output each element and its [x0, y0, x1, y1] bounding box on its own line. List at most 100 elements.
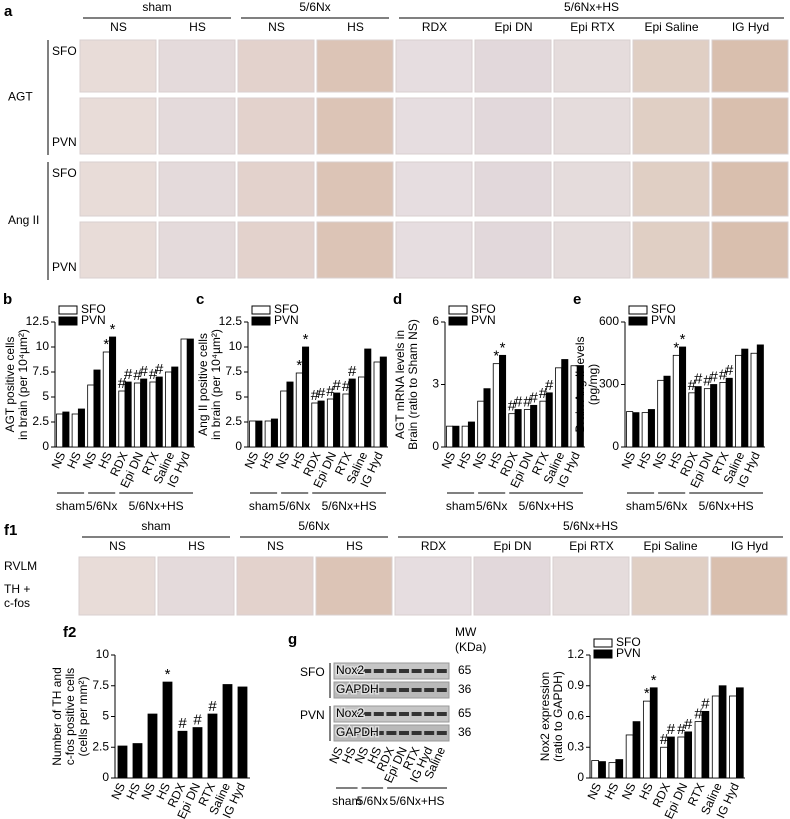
x-tick-label: HS — [636, 781, 656, 802]
bar — [71, 413, 79, 448]
group-label: 5/6Nx+HS — [519, 499, 574, 513]
band — [386, 669, 397, 673]
x-tick-label: HS — [288, 450, 308, 471]
band — [436, 669, 447, 673]
group-label: 5/6Nx — [279, 499, 310, 513]
bar — [703, 388, 711, 448]
stain-label: AGT — [8, 90, 33, 104]
mw-label: (KDa) — [455, 640, 486, 654]
significance-marker: * — [103, 336, 109, 353]
bar — [326, 398, 334, 448]
bar — [608, 762, 617, 779]
group-label: 5/6Nx+HS — [129, 499, 184, 513]
bar — [467, 421, 475, 448]
significance-marker: * — [110, 321, 116, 338]
band — [386, 731, 397, 735]
micrograph — [711, 97, 789, 155]
micrograph — [158, 161, 236, 217]
bar — [109, 336, 117, 448]
band — [436, 731, 447, 735]
significance-marker: # — [326, 383, 335, 400]
y-axis-label: (pg/mg) — [586, 364, 600, 405]
micrograph — [474, 39, 552, 93]
group-label: sham — [332, 794, 361, 808]
bar — [358, 376, 366, 448]
band — [399, 712, 409, 716]
group-label: 5/6Nx — [476, 499, 507, 513]
column-label: HS — [189, 20, 206, 34]
band — [348, 669, 359, 673]
bar — [632, 412, 640, 448]
significance-marker: # — [342, 378, 351, 395]
bar — [149, 381, 157, 448]
bar — [626, 411, 634, 448]
region-label: SFO — [52, 166, 77, 180]
x-tick-label: HS — [454, 450, 474, 471]
band — [348, 688, 359, 692]
column-label: IG Hyd — [732, 20, 769, 34]
micrograph — [316, 221, 394, 279]
band — [399, 669, 409, 673]
bar — [237, 686, 248, 779]
band-label: GAPDH — [336, 725, 379, 739]
bar — [539, 400, 547, 448]
group-label: sham — [446, 499, 475, 513]
group-label: sham — [56, 499, 85, 513]
bar — [255, 420, 263, 448]
y-tick-label: 5 — [102, 709, 109, 723]
band — [424, 669, 435, 673]
bar — [93, 369, 101, 448]
significance-marker: # — [709, 368, 718, 385]
band — [361, 688, 372, 692]
column-label: IG Hyd — [731, 539, 768, 553]
bar — [280, 390, 288, 448]
micrograph — [158, 97, 236, 155]
group-label: 5/6Nx+HS — [390, 794, 445, 808]
significance-marker: # — [124, 366, 133, 383]
y-tick-label: 10 — [96, 647, 110, 661]
y-tick-label: 600 — [599, 314, 619, 328]
bar — [647, 409, 655, 448]
bar — [162, 681, 173, 779]
y-tick-label: 10 — [229, 339, 243, 353]
panel-letter: d — [393, 291, 402, 308]
y-axis-label: Number of TH and — [50, 667, 64, 766]
panel-letter: c — [196, 291, 204, 308]
micrograph — [553, 39, 631, 93]
column-label: RDX — [422, 20, 447, 34]
bar — [677, 736, 686, 779]
significance-marker: # — [703, 373, 712, 390]
band — [361, 731, 372, 735]
significance-marker: # — [155, 361, 164, 378]
bar — [452, 425, 460, 448]
column-label: NS — [268, 20, 285, 34]
bar — [364, 348, 372, 448]
x-tick-label: HS — [64, 450, 84, 471]
legend-label: PVN — [81, 313, 106, 327]
bar — [333, 392, 341, 448]
micrograph — [711, 39, 789, 93]
y-tick-label: 0 — [432, 439, 439, 453]
group-label: sham — [249, 499, 278, 513]
bar — [561, 359, 569, 448]
y-axis-label: Brain Ang II levels — [573, 336, 587, 432]
x-tick-label: NS — [242, 450, 262, 471]
mw-value: 36 — [458, 725, 472, 739]
bar — [373, 361, 381, 448]
group-label: sham — [142, 0, 171, 14]
y-tick-label: 5 — [235, 389, 242, 403]
x-tick-label: NS — [619, 781, 639, 802]
significance-marker: # — [688, 377, 697, 394]
significance-marker: * — [493, 348, 499, 365]
bar — [62, 411, 70, 448]
column-label: Epi Saline — [644, 20, 698, 34]
micrograph — [395, 221, 473, 279]
x-tick-label: HS — [257, 450, 277, 471]
band — [348, 731, 359, 735]
legend-label: PVN — [651, 313, 676, 327]
bar — [177, 730, 188, 779]
bar — [576, 365, 584, 448]
legend-label: SFO — [616, 635, 641, 649]
group-label: sham — [141, 519, 170, 533]
micrograph — [158, 221, 236, 279]
